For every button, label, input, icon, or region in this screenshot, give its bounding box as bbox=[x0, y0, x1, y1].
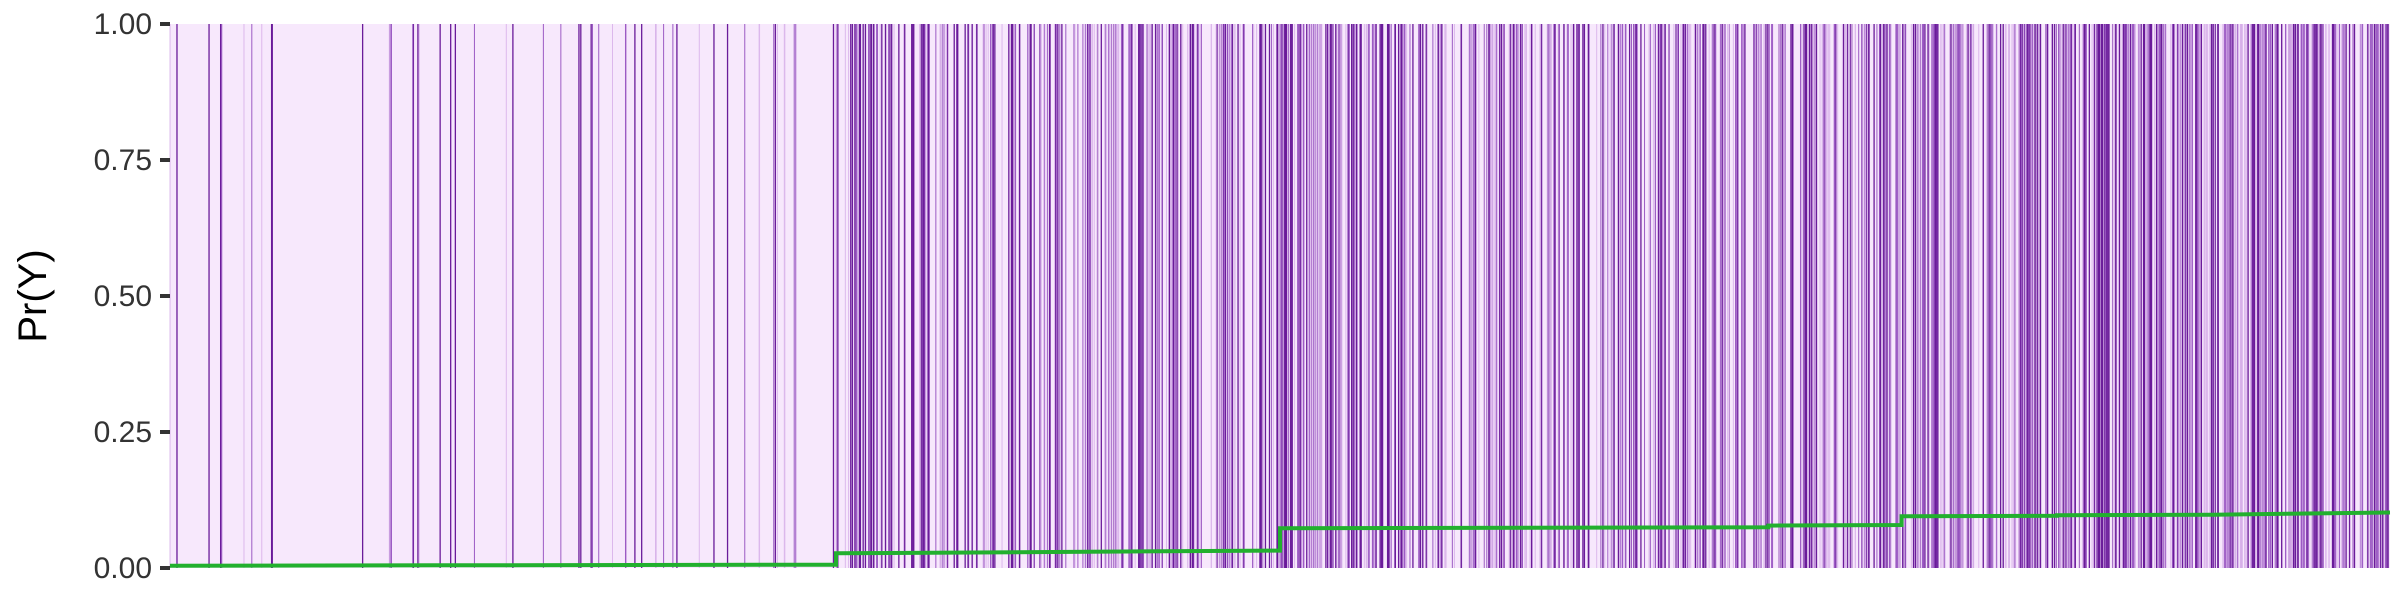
y-tick-label: 1.00 bbox=[94, 8, 152, 41]
y-tick-label: 0.75 bbox=[94, 144, 152, 177]
probability-line bbox=[169, 510, 2391, 568]
y-tick-label: 0.00 bbox=[94, 552, 152, 585]
y-tick-label: 0.50 bbox=[94, 280, 152, 313]
y-tick-label: 0.25 bbox=[94, 416, 152, 449]
y-axis: 0.00 0.25 0.50 0.75 1.00 bbox=[94, 8, 170, 585]
event-lines-group bbox=[169, 24, 2389, 568]
y-axis-title: Pr(Y) bbox=[11, 249, 55, 342]
